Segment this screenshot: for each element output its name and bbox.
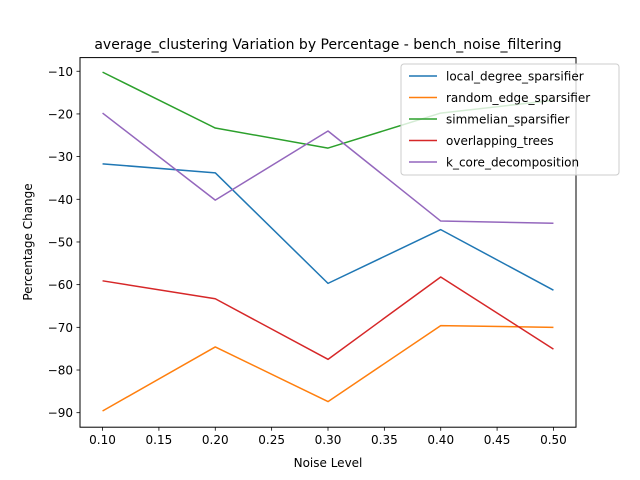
series-line-local-degree-sparsifier [102,163,554,291]
legend-label: overlapping_trees [446,134,554,148]
plot-lines [102,71,554,412]
x-axis-ticks: 0.10 0.15 0.20 0.25 0.30 0.35 0.40 0.45 0.50 [89,427,567,447]
y-tick-label: −90 [48,406,73,420]
legend-label: random_edge_sparsifier [446,91,590,105]
series-line-k-core-decomposition [102,112,554,224]
x-tick-label: 0.20 [202,433,229,447]
legend-label: simmelian_sparsifier [446,113,570,127]
x-tick-label: 0.50 [540,433,567,447]
y-tick-label: −30 [48,150,73,164]
y-axis-ticks: −90 −80 −70 −60 −50 −40 −30 −20 −10 [48,65,80,420]
series-line-overlapping-trees [102,276,554,361]
x-tick-label: 0.30 [315,433,342,447]
x-tick-label: 0.45 [484,433,511,447]
x-tick-label: 0.15 [146,433,173,447]
chart-title: average_clustering Variation by Percenta… [94,37,561,53]
y-tick-label: −20 [48,107,73,121]
x-tick-label: 0.25 [258,433,285,447]
x-tick-label: 0.40 [427,433,454,447]
legend-box [400,63,620,176]
y-tick-label: −40 [48,193,73,207]
y-tick-label: −50 [48,235,73,249]
y-tick-label: −60 [48,278,73,292]
legend: local_degree_sparsifier random_edge_spars… [400,63,620,176]
legend-label: k_core_decomposition [446,156,579,170]
y-tick-label: −10 [48,65,73,79]
legend-label: local_degree_sparsifier [446,70,584,84]
x-tick-label: 0.35 [371,433,398,447]
y-axis-label: Percentage Change [21,183,35,300]
y-tick-label: −80 [48,364,73,378]
x-tick-label: 0.10 [89,433,116,447]
series-line-random-edge-sparsifier [102,324,554,412]
x-axis-label: Noise Level [294,456,363,470]
y-tick-label: −70 [48,321,73,335]
